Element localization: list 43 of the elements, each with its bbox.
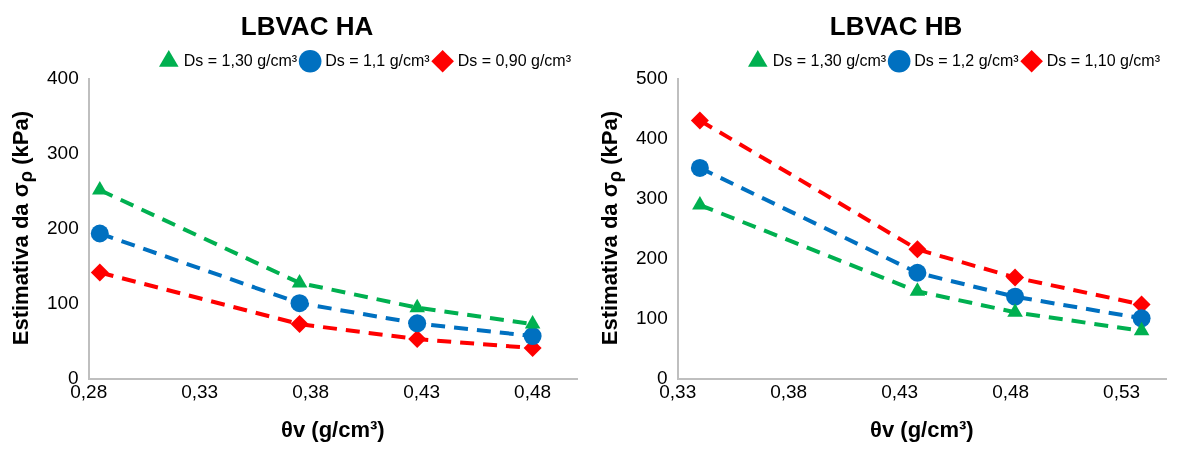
point xyxy=(908,240,927,259)
legend-label: Ds = 1,30 g/cm³ xyxy=(184,51,299,69)
x-tick-label: 0,53 xyxy=(1103,381,1141,403)
y-tick-label: 100 xyxy=(47,292,80,314)
point xyxy=(524,327,542,346)
x-tick-label: 0,33 xyxy=(181,381,219,403)
point xyxy=(91,224,110,243)
legend-label: Ds = 1,1 g/cm³ xyxy=(325,51,431,69)
point xyxy=(691,111,710,130)
chart-title: LBVAC HA xyxy=(241,10,374,41)
y-tick-label: 400 xyxy=(47,67,80,89)
point xyxy=(1006,287,1025,306)
x-tick-label: 0,43 xyxy=(403,381,441,403)
y-tick-label: 400 xyxy=(636,127,669,149)
legend-label: Ds = 0,90 g/cm³ xyxy=(458,51,573,69)
x-tick-label: 0,38 xyxy=(292,381,330,403)
x-tick-label: 0,48 xyxy=(992,381,1030,403)
point xyxy=(408,314,427,333)
x-tick-label: 0,38 xyxy=(770,381,808,403)
point xyxy=(1132,309,1151,328)
y-tick-label: 200 xyxy=(636,247,669,269)
point xyxy=(408,330,427,349)
point xyxy=(908,263,927,282)
x-axis-title: θv (g/cm³) xyxy=(281,416,386,442)
point xyxy=(692,196,709,210)
legend-label: Ds = 1,10 g/cm³ xyxy=(1047,51,1162,69)
legend-label: Ds = 1,2 g/cm³ xyxy=(914,51,1020,69)
x-axis-title: θv (g/cm³) xyxy=(870,416,975,442)
y-tick-label: 300 xyxy=(636,187,669,209)
x-tick-label: 0,43 xyxy=(881,381,919,403)
point xyxy=(290,315,309,334)
point xyxy=(290,294,309,313)
x-tick-label: 0,48 xyxy=(514,381,552,403)
y-tick-label: 100 xyxy=(636,307,669,329)
chart-title: LBVAC HB xyxy=(830,10,963,41)
y-tick-label: 300 xyxy=(47,142,80,164)
y-tick-label: 500 xyxy=(636,67,669,89)
point xyxy=(92,181,108,195)
y-tick-label: 200 xyxy=(47,217,80,239)
legend-label: Ds = 1,30 g/cm³ xyxy=(773,51,888,69)
point xyxy=(1006,268,1025,287)
point xyxy=(691,158,710,177)
point xyxy=(91,263,110,282)
